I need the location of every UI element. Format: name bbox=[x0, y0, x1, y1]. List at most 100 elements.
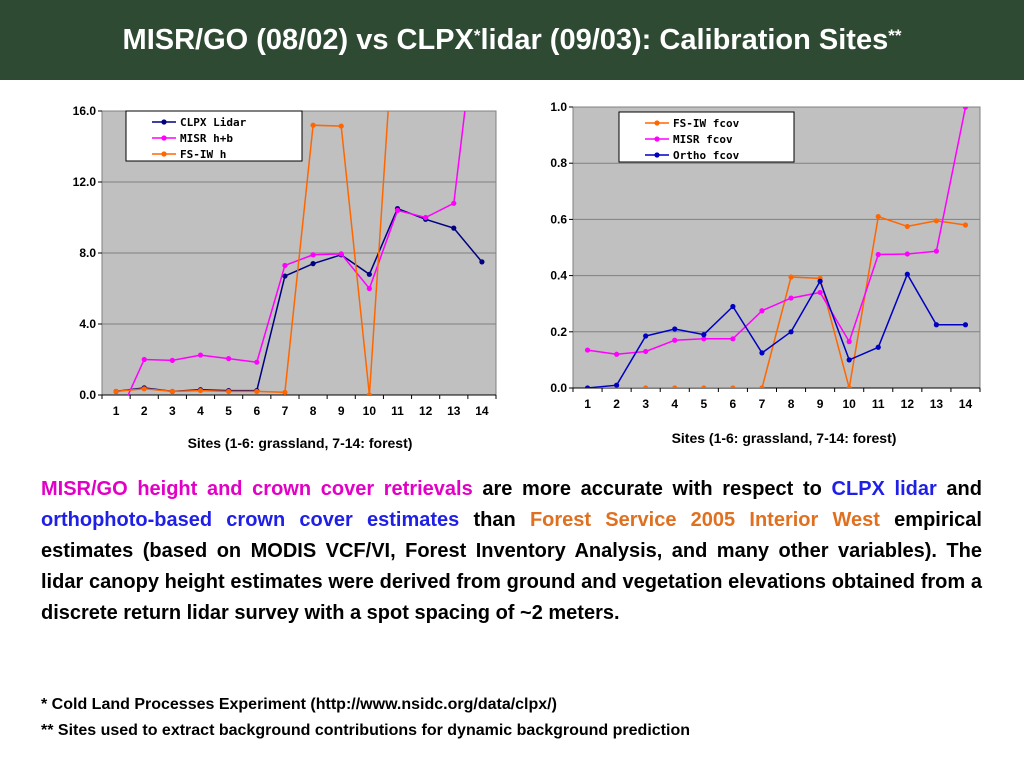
data-point bbox=[643, 333, 649, 339]
data-point bbox=[310, 252, 316, 258]
data-point bbox=[451, 225, 457, 231]
legend-marker bbox=[161, 151, 167, 157]
data-point bbox=[730, 385, 736, 388]
x-tick-label: 6 bbox=[253, 404, 260, 418]
x-tick-label: 1 bbox=[584, 397, 591, 411]
legend-marker bbox=[654, 152, 660, 158]
data-point bbox=[282, 273, 288, 279]
data-point bbox=[875, 251, 881, 258]
data-point bbox=[584, 347, 591, 353]
x-tick-label: 8 bbox=[788, 397, 795, 411]
x-tick-label: 5 bbox=[225, 404, 232, 418]
legend-label: MISR fcov bbox=[673, 133, 733, 146]
legend-label: Ortho fcov bbox=[673, 149, 740, 162]
data-point bbox=[875, 344, 881, 350]
height-chart-xlabel: Sites (1-6: grassland, 7-14: forest) bbox=[187, 435, 413, 451]
data-point bbox=[310, 261, 316, 267]
data-point bbox=[254, 359, 260, 365]
data-point bbox=[788, 329, 794, 335]
x-tick-label: 9 bbox=[338, 404, 345, 418]
data-point bbox=[394, 207, 401, 213]
height-chart: 0.0 4.0 8.0 12.0 16.0 1 2 3 4 5 6 7 8 9 10 11 12 13 14 CLPX… bbox=[40, 100, 510, 430]
series-line bbox=[587, 272, 966, 388]
data-point bbox=[962, 107, 969, 110]
legend-label: FS-IW fcov bbox=[673, 117, 740, 130]
data-point bbox=[310, 122, 316, 128]
x-tick-label: 14 bbox=[959, 397, 973, 411]
data-point bbox=[788, 295, 794, 301]
data-point bbox=[141, 386, 147, 392]
y-tick-label: 12.0 bbox=[73, 175, 97, 189]
y-tick-label: 0.6 bbox=[550, 212, 567, 226]
data-point bbox=[254, 388, 260, 395]
data-point bbox=[366, 271, 372, 277]
footnote-2: ** Sites used to extract background cont… bbox=[41, 722, 690, 739]
data-point bbox=[197, 387, 204, 394]
data-point bbox=[701, 336, 707, 342]
data-point bbox=[226, 356, 232, 362]
data-point bbox=[479, 259, 485, 265]
y-tick-label: 1.0 bbox=[550, 100, 567, 114]
x-tick-label: 13 bbox=[930, 397, 944, 411]
data-point bbox=[846, 339, 852, 345]
x-tick-label: 11 bbox=[391, 404, 404, 418]
x-tick-label: 12 bbox=[901, 397, 915, 411]
data-point bbox=[846, 385, 852, 388]
x-tick-label: 2 bbox=[613, 397, 620, 411]
summary-paragraph: MISR/GO height and crown cover retrieval… bbox=[41, 474, 982, 629]
title-mid: lidar (09/03): Calibration Sites bbox=[480, 23, 889, 56]
data-point bbox=[701, 332, 707, 338]
x-tick-label: 14 bbox=[475, 404, 489, 418]
legend bbox=[125, 110, 303, 162]
x-tick-label: 7 bbox=[282, 404, 289, 418]
series-line bbox=[587, 107, 967, 356]
x-tick-label: 8 bbox=[310, 404, 317, 418]
x-tick-label: 7 bbox=[759, 397, 766, 411]
highlight-forest-service: Forest Service 2005 Interior West bbox=[529, 509, 880, 531]
data-point bbox=[141, 356, 147, 363]
legend-label: FS-IW h bbox=[180, 148, 226, 161]
text-segment: than bbox=[459, 509, 530, 531]
highlight-misr: MISR/GO height and crown cover retrieval… bbox=[41, 478, 473, 500]
y-tick-label: 4.0 bbox=[79, 317, 96, 331]
data-point bbox=[169, 357, 175, 363]
data-point bbox=[817, 278, 823, 284]
data-point bbox=[282, 262, 288, 269]
data-point bbox=[614, 351, 620, 357]
data-point bbox=[672, 326, 678, 332]
legend-marker bbox=[654, 136, 660, 142]
data-point bbox=[226, 388, 232, 395]
title-sup1: * bbox=[473, 26, 481, 45]
data-point bbox=[614, 382, 620, 388]
data-point bbox=[672, 337, 678, 343]
legend-label: CLPX Lidar bbox=[180, 116, 247, 129]
data-point bbox=[962, 322, 969, 328]
data-point bbox=[904, 271, 910, 277]
y-tick-label: 16.0 bbox=[73, 104, 97, 118]
crown-cover-chart: 0.0 0.2 0.4 0.6 0.8 1.0 1 2 3 4 5 6 7 8 9 10 11 12 13 14 FS-… bbox=[530, 94, 990, 424]
data-point bbox=[366, 285, 372, 292]
data-point bbox=[788, 274, 794, 280]
x-tick-label: 10 bbox=[842, 397, 856, 411]
data-point bbox=[338, 123, 344, 129]
data-point bbox=[730, 336, 736, 342]
data-point bbox=[904, 223, 910, 230]
y-tick-label: 0.8 bbox=[550, 156, 567, 170]
data-point bbox=[817, 289, 823, 296]
data-point bbox=[875, 213, 881, 220]
data-point bbox=[846, 357, 852, 363]
series-group bbox=[113, 111, 485, 395]
y-tick-label: 0.0 bbox=[79, 388, 96, 402]
legend bbox=[618, 111, 795, 163]
title-main: MISR/GO (08/02) vs CLPX bbox=[122, 23, 474, 56]
title-sup2: ** bbox=[888, 26, 902, 45]
data-point bbox=[338, 251, 344, 257]
data-point bbox=[730, 303, 736, 310]
data-point bbox=[962, 222, 969, 228]
slide-title: MISR/GO (08/02) vs CLPX * lidar (09/03): … bbox=[0, 0, 1024, 80]
data-point bbox=[197, 352, 204, 358]
legend-label: MISR h+b bbox=[180, 132, 233, 145]
x-tick-label: 13 bbox=[447, 404, 461, 418]
data-point bbox=[933, 218, 939, 224]
x-tick-label: 4 bbox=[197, 404, 204, 418]
